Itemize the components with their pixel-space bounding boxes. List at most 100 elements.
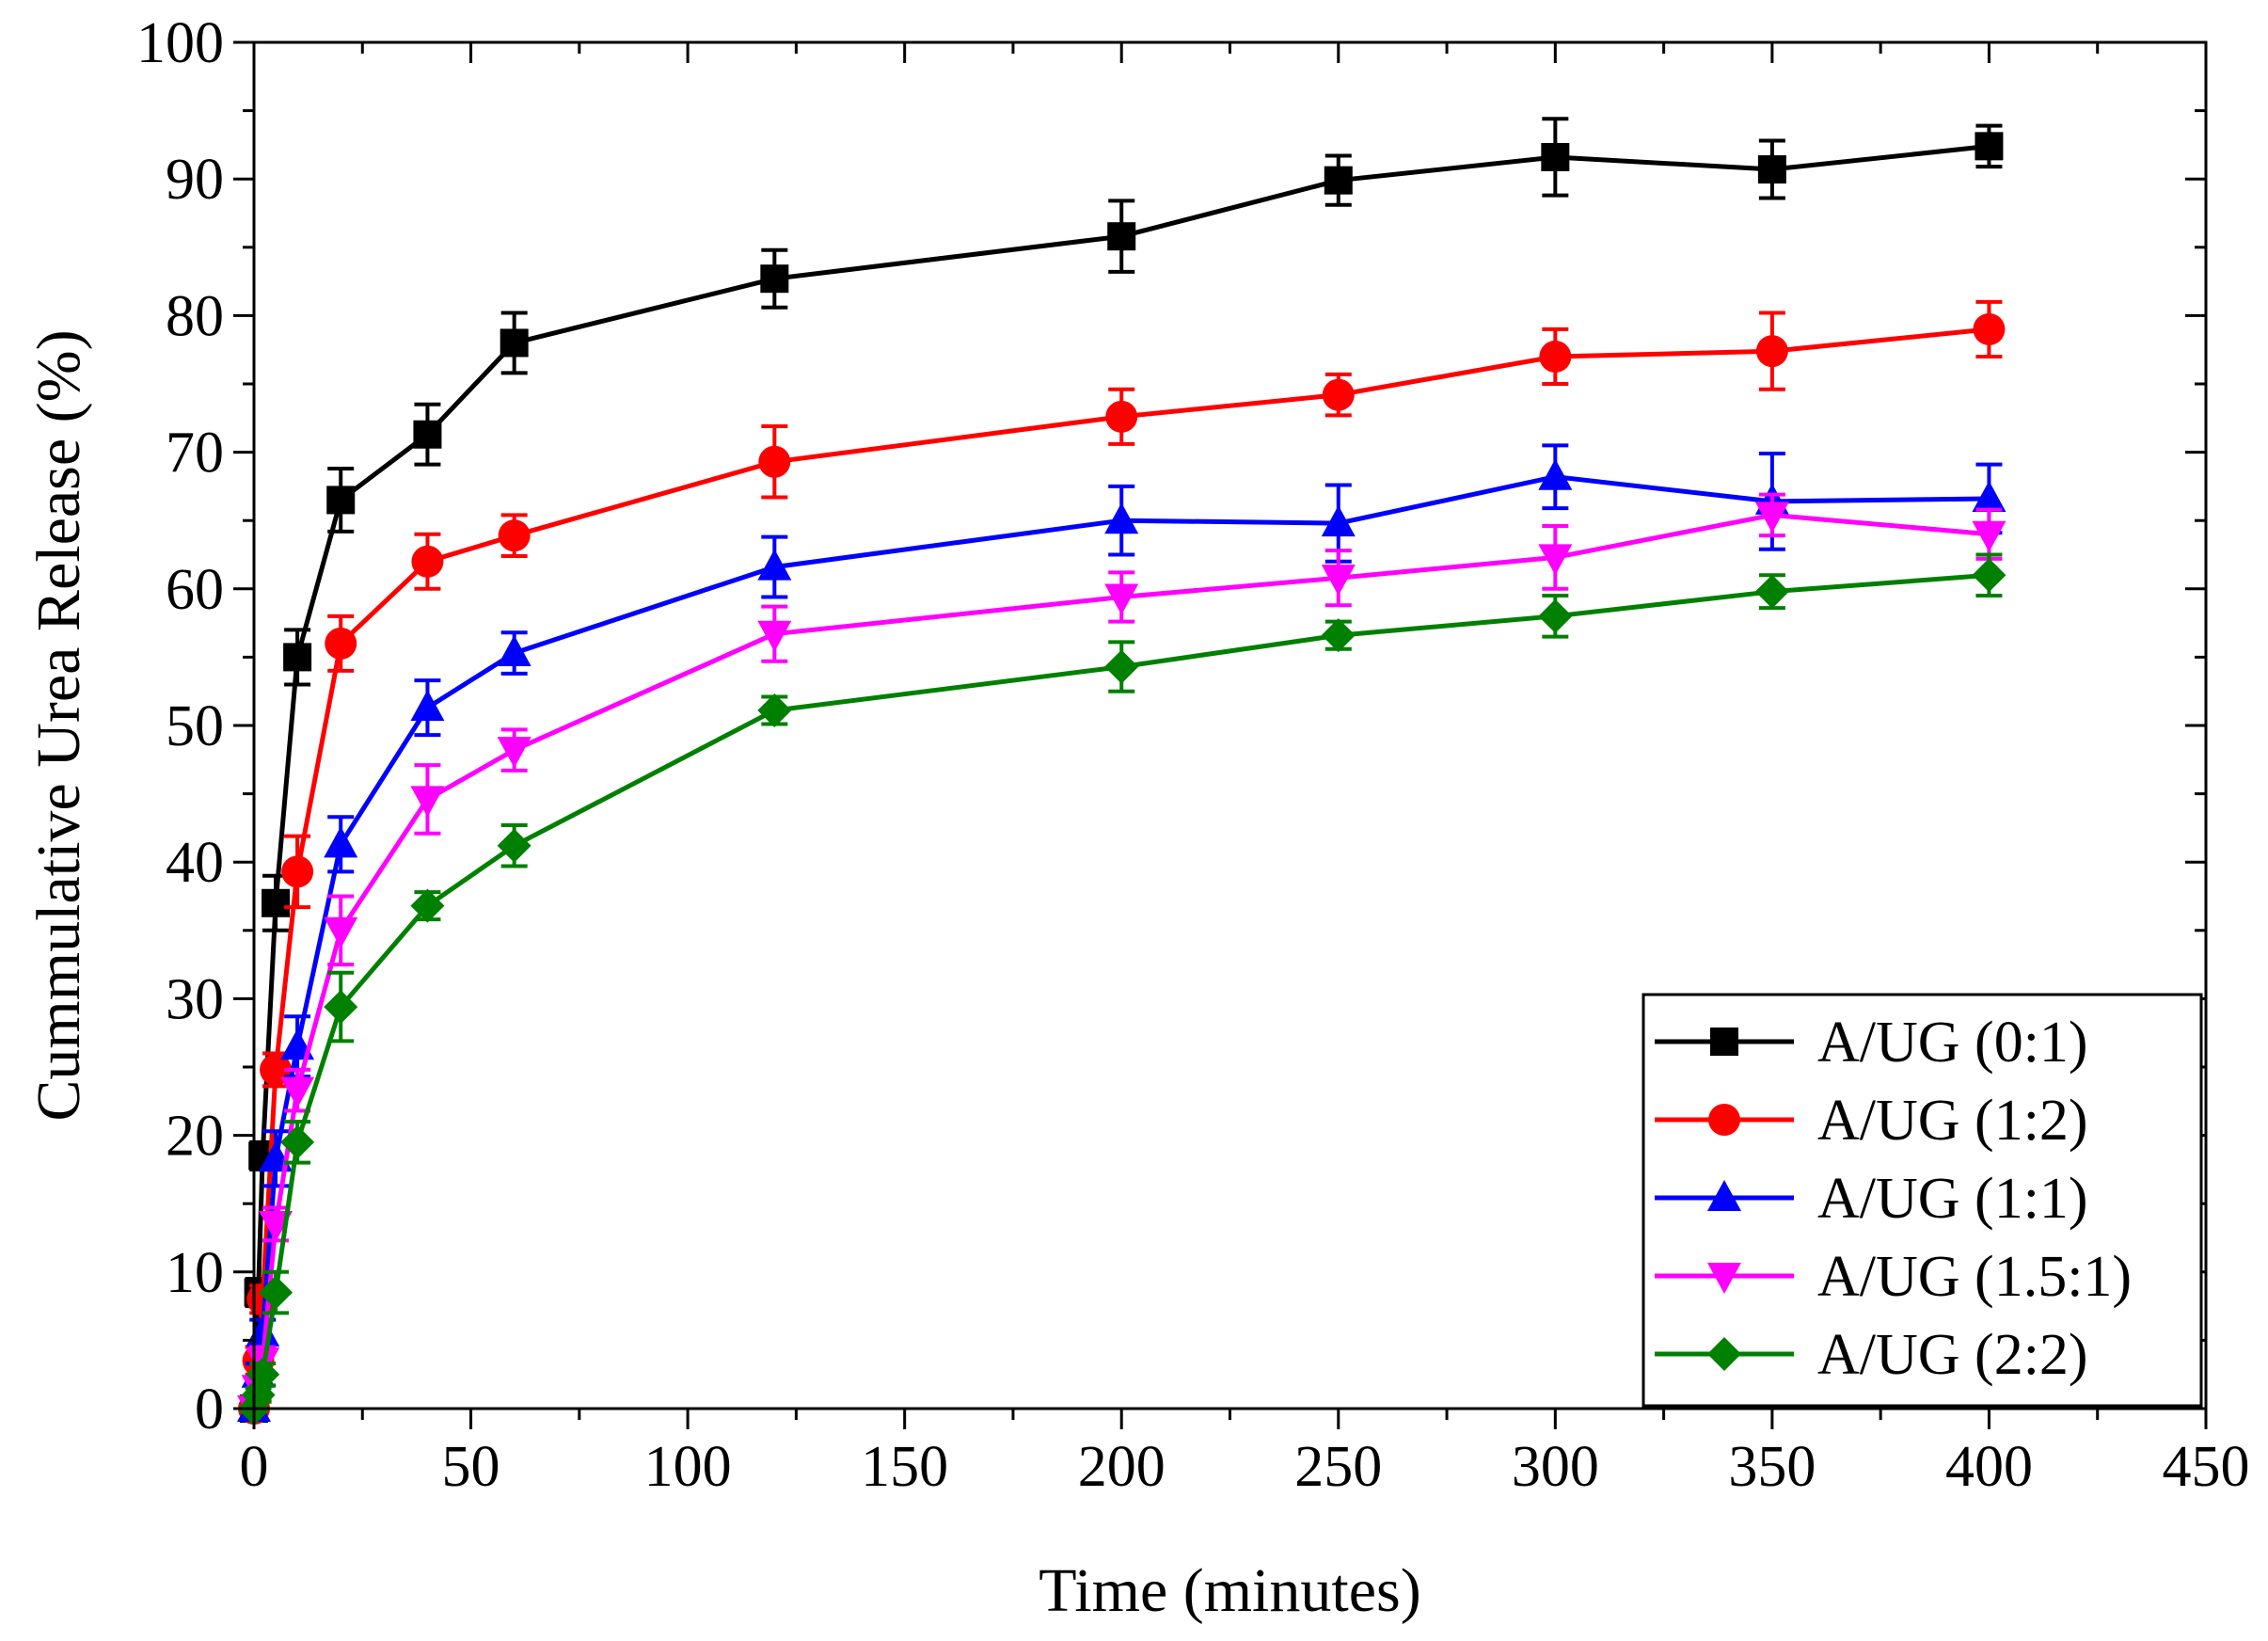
- x-tick-label: 50: [442, 1435, 500, 1499]
- data-point: [262, 888, 291, 917]
- data-point: [283, 643, 312, 672]
- data-point: [1972, 558, 2006, 593]
- y-tick-label: 30: [166, 967, 224, 1031]
- data-point: [1321, 618, 1356, 653]
- y-tick-label: 100: [136, 11, 224, 75]
- series-4: [237, 552, 2006, 1426]
- legend-item: A/UG (0:1): [1655, 1011, 2088, 1075]
- axes-layer: 0 50 100 150 200 250 300 350 400 450 0 10 20 30 40 50 60…: [136, 11, 2250, 1499]
- data-point: [324, 990, 358, 1025]
- data-point: [326, 486, 356, 515]
- y-tick-label: 50: [166, 694, 224, 758]
- data-point: [757, 549, 792, 581]
- data-point: [259, 1275, 293, 1310]
- data-point: [1539, 340, 1572, 373]
- data-point: [280, 1076, 315, 1108]
- data-point: [1972, 520, 2006, 552]
- x-tick-label: 0: [240, 1435, 269, 1499]
- data-point: [498, 519, 531, 552]
- data-point: [410, 786, 445, 818]
- x-tick-label: 400: [1945, 1435, 2033, 1499]
- data-point: [760, 264, 789, 294]
- data-point: [1754, 574, 1789, 609]
- series-line: [251, 474, 1990, 1410]
- data-point: [280, 1124, 315, 1159]
- legend-label: A/UG (0:1): [1817, 1011, 2088, 1075]
- data-point: [1104, 649, 1139, 684]
- y-tick-label: 20: [166, 1105, 224, 1169]
- data-point: [1538, 598, 1573, 633]
- data-point: [281, 855, 314, 888]
- data-point: [411, 545, 444, 578]
- y-tick-label: 60: [166, 558, 224, 622]
- legend-marker: [1707, 1263, 1741, 1294]
- data-point: [1973, 312, 2006, 345]
- x-tick-label: 300: [1512, 1435, 1599, 1499]
- legend-marker: [1710, 1028, 1738, 1056]
- legend-marker: [1708, 1104, 1740, 1136]
- data-point: [1972, 480, 2006, 512]
- data-point: [497, 635, 531, 667]
- data-point: [1321, 565, 1356, 597]
- y-tick-label: 10: [166, 1241, 224, 1305]
- legend-item: A/UG (1:2): [1655, 1089, 2088, 1153]
- series-layer: [237, 117, 2006, 1426]
- legend-item: A/UG (1:1): [1655, 1167, 2088, 1231]
- data-point: [1538, 544, 1573, 576]
- legend-marker: [1707, 1337, 1741, 1371]
- legend-item: A/UG (1.5:1): [1655, 1245, 2132, 1309]
- legend-item: A/UG (2:2): [1655, 1323, 2088, 1387]
- data-point: [324, 916, 358, 948]
- data-point: [1755, 335, 1788, 368]
- legend-label: A/UG (1:2): [1817, 1089, 2088, 1153]
- data-point: [1538, 458, 1573, 490]
- data-point: [324, 826, 358, 858]
- data-point: [1107, 222, 1136, 251]
- data-point: [497, 828, 531, 863]
- data-point: [1324, 166, 1353, 195]
- y-axis-title: Cummulative Urea Release (%): [24, 329, 93, 1121]
- y-tick-label: 70: [166, 422, 224, 486]
- data-point: [500, 328, 529, 358]
- x-tick-label: 350: [1728, 1435, 1816, 1499]
- data-point: [413, 420, 442, 449]
- y-tick-label: 80: [166, 284, 224, 348]
- data-point: [757, 693, 792, 728]
- legend: A/UG (0:1) A/UG (1:2) A/UG (1:1) A/UG (1.5:…: [1642, 993, 2203, 1408]
- data-point: [1321, 505, 1356, 537]
- data-point: [1757, 155, 1786, 184]
- series-line: [251, 512, 1990, 1410]
- data-point: [325, 627, 357, 660]
- data-point: [1105, 400, 1138, 433]
- y-tick-label: 0: [195, 1378, 224, 1442]
- x-tick-label: 100: [644, 1435, 732, 1499]
- data-point: [1541, 142, 1570, 171]
- data-point: [1975, 132, 2004, 161]
- x-tick-label: 450: [2163, 1435, 2250, 1499]
- x-tick-label: 250: [1294, 1435, 1382, 1499]
- series-line: [251, 327, 1990, 1410]
- data-point: [410, 690, 445, 722]
- data-point: [757, 620, 792, 652]
- x-tick-label: 150: [861, 1435, 948, 1499]
- y-tick-label: 40: [166, 831, 224, 895]
- data-point: [410, 888, 445, 923]
- legend-label: A/UG (1:1): [1817, 1167, 2088, 1231]
- data-point: [1754, 502, 1789, 534]
- x-axis-title: Time (minutes): [1039, 1556, 1420, 1625]
- legend-label: A/UG (2:2): [1817, 1323, 2088, 1387]
- series-3: [237, 492, 2006, 1426]
- series-line: [251, 143, 1990, 1410]
- data-point: [758, 445, 791, 478]
- data-point: [1104, 502, 1139, 534]
- legend-label: A/UG (1.5:1): [1817, 1245, 2132, 1309]
- data-point: [1104, 583, 1139, 615]
- data-point: [1322, 378, 1355, 411]
- x-tick-label: 200: [1078, 1435, 1166, 1499]
- y-tick-label: 90: [166, 148, 224, 212]
- data-point: [497, 737, 531, 769]
- series-1: [238, 299, 2006, 1425]
- legend-marker: [1707, 1180, 1741, 1211]
